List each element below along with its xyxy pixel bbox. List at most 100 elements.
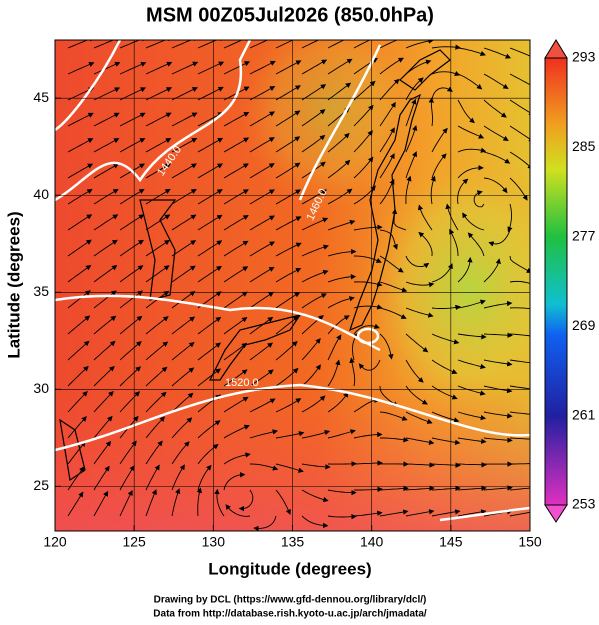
streamline bbox=[509, 151, 530, 170]
streamline bbox=[457, 359, 486, 370]
streamline bbox=[327, 461, 357, 467]
streamline bbox=[171, 87, 198, 101]
streamline bbox=[145, 416, 166, 439]
streamline bbox=[119, 239, 144, 257]
streamline bbox=[327, 132, 350, 153]
streamline bbox=[171, 464, 185, 491]
streamline bbox=[327, 82, 352, 101]
streamline bbox=[405, 509, 435, 517]
colorbar-cap bbox=[544, 39, 568, 59]
streamline bbox=[67, 112, 94, 127]
streamline bbox=[405, 77, 424, 101]
streamline bbox=[405, 175, 412, 205]
y-tick-label: 30 bbox=[33, 380, 49, 396]
streamline bbox=[93, 290, 117, 309]
streamline bbox=[405, 385, 428, 405]
streamline bbox=[467, 232, 485, 257]
streamline bbox=[119, 61, 147, 75]
streamline bbox=[510, 463, 530, 465]
x-tick-label: 130 bbox=[202, 534, 226, 550]
x-tick-label: 120 bbox=[43, 534, 67, 550]
streamline bbox=[93, 188, 119, 205]
streamline bbox=[119, 290, 144, 309]
streamline bbox=[358, 359, 381, 371]
streamline bbox=[353, 397, 380, 413]
x-tick-label: 125 bbox=[122, 534, 146, 550]
streamline bbox=[431, 127, 448, 153]
streamline bbox=[405, 462, 435, 468]
streamline bbox=[275, 267, 302, 283]
streamline bbox=[145, 112, 172, 127]
contour-line bbox=[439, 506, 530, 522]
streamline bbox=[379, 485, 409, 492]
streamline bbox=[275, 316, 299, 335]
credit: Data from http://database.rish.kyoto-u.a… bbox=[153, 609, 427, 620]
streamline bbox=[301, 293, 327, 309]
streamline bbox=[223, 240, 249, 257]
streamline bbox=[145, 239, 170, 257]
streamline bbox=[431, 44, 461, 50]
streamline bbox=[249, 463, 279, 471]
streamline bbox=[93, 40, 121, 49]
contour-line bbox=[55, 40, 252, 202]
streamline bbox=[509, 73, 530, 88]
streamline bbox=[275, 242, 302, 257]
streamline bbox=[473, 190, 485, 208]
streamline bbox=[249, 215, 275, 231]
streamline bbox=[509, 437, 530, 440]
coastline bbox=[349, 93, 422, 332]
streamline bbox=[301, 315, 324, 335]
streamline bbox=[509, 487, 530, 491]
streamline bbox=[119, 440, 137, 465]
streamline bbox=[449, 228, 459, 257]
streamline bbox=[391, 208, 407, 231]
streamline bbox=[223, 472, 246, 491]
streamline bbox=[145, 464, 160, 491]
streamline bbox=[171, 316, 196, 335]
streamline bbox=[119, 40, 147, 49]
streamline bbox=[67, 340, 90, 361]
streamline bbox=[353, 323, 380, 335]
streamline bbox=[327, 315, 350, 335]
streamline bbox=[249, 86, 276, 101]
streamline bbox=[509, 385, 530, 390]
streamline bbox=[275, 431, 305, 439]
streamline bbox=[483, 485, 513, 491]
streamline bbox=[197, 86, 224, 101]
streamline bbox=[214, 488, 225, 517]
streamline bbox=[223, 342, 248, 361]
streamline bbox=[353, 130, 373, 153]
streamline bbox=[301, 364, 321, 387]
streamline bbox=[145, 40, 173, 49]
streamline bbox=[327, 359, 341, 387]
streamline bbox=[457, 437, 487, 444]
streamline bbox=[145, 61, 173, 75]
streamline bbox=[275, 189, 301, 205]
streamline bbox=[171, 112, 198, 127]
streamline bbox=[379, 509, 409, 517]
streamline bbox=[119, 188, 145, 205]
streamline bbox=[405, 40, 434, 49]
streamline bbox=[93, 163, 119, 179]
streamline bbox=[145, 265, 170, 283]
streamline bbox=[405, 98, 417, 127]
streamline bbox=[223, 266, 249, 283]
streamline bbox=[197, 163, 223, 179]
streamline bbox=[405, 255, 430, 269]
streamline bbox=[483, 151, 511, 164]
streamline bbox=[405, 359, 424, 383]
streamline bbox=[197, 112, 224, 127]
streamline bbox=[445, 203, 459, 231]
streamline bbox=[225, 504, 251, 517]
streamline bbox=[197, 189, 223, 205]
streamline bbox=[509, 47, 530, 57]
streamline bbox=[249, 163, 275, 179]
streamline bbox=[171, 367, 195, 387]
streamline bbox=[301, 244, 329, 257]
streamline bbox=[431, 462, 461, 468]
streamline bbox=[349, 357, 356, 387]
streamline bbox=[249, 241, 275, 257]
streamline bbox=[249, 189, 275, 205]
streamline bbox=[275, 162, 301, 179]
streamline bbox=[457, 299, 486, 309]
